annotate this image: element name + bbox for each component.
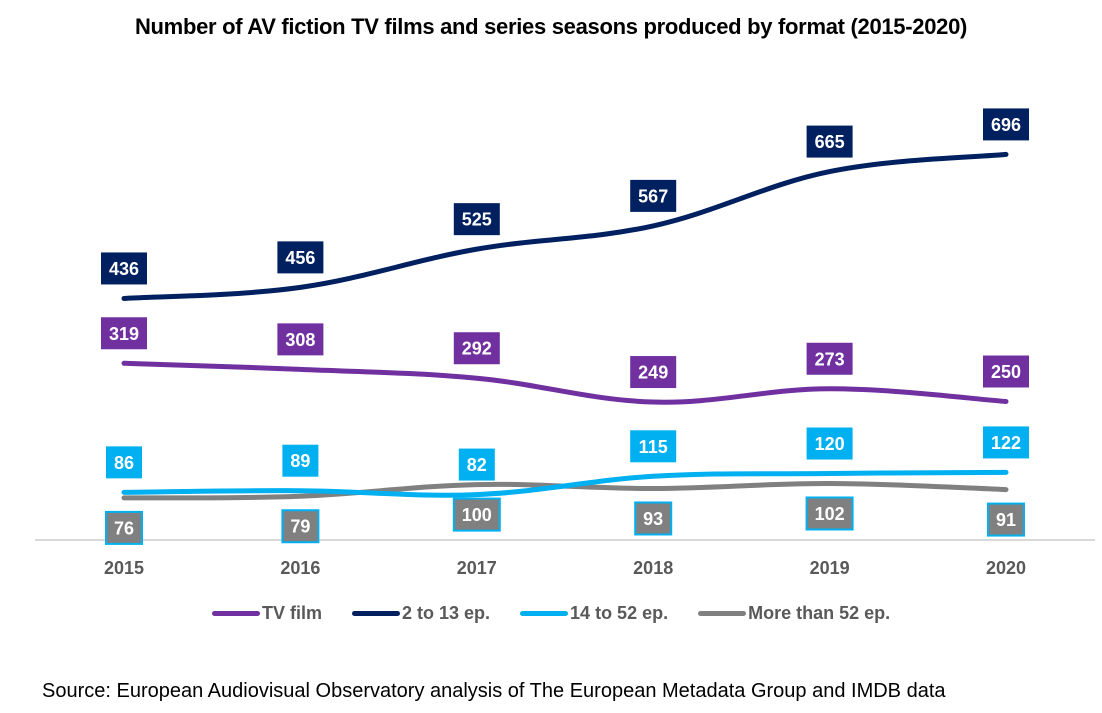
data-label-box <box>630 356 677 389</box>
data-label-text: 79 <box>290 517 310 537</box>
data-label-text: 91 <box>996 510 1016 530</box>
data-label: 319 <box>101 317 147 350</box>
data-label-box <box>805 496 854 531</box>
data-label-box <box>630 179 677 212</box>
data-label: 696 <box>983 108 1029 141</box>
data-label: 82 <box>458 448 495 481</box>
data-label: 93 <box>634 501 673 536</box>
data-label-box <box>106 446 142 479</box>
data-label-box <box>453 203 500 236</box>
data-label: 292 <box>453 332 500 365</box>
data-label-text: 249 <box>638 363 668 383</box>
legend: TV film 2 to 13 ep. 14 to 52 ep. More than … <box>212 603 920 624</box>
data-label-box <box>277 241 324 274</box>
data-label-box <box>630 430 677 463</box>
data-label-box <box>101 317 147 350</box>
legend-swatch <box>520 611 569 616</box>
data-label-text: 525 <box>462 210 492 230</box>
data-label: 79 <box>281 509 320 544</box>
data-label: 86 <box>106 446 142 479</box>
x-tick-label: 2019 <box>810 558 850 578</box>
data-label-text: 115 <box>639 437 668 457</box>
data-label-text: 86 <box>114 453 134 473</box>
legend-label: 14 to 52 ep. <box>570 603 669 623</box>
data-label: 91 <box>987 502 1025 537</box>
data-label-box <box>281 509 320 544</box>
x-tick-label: 2018 <box>633 558 673 578</box>
data-label-box <box>983 426 1029 459</box>
legend-label: TV film <box>262 603 323 623</box>
data-label-text: 665 <box>815 132 845 152</box>
legend-swatch <box>212 611 260 616</box>
data-label-text: 89 <box>290 451 310 471</box>
data-label-box <box>282 444 319 477</box>
data-label-box <box>983 355 1029 388</box>
legend-item: 2 to 13 ep. <box>352 603 490 624</box>
line-chart: 319 308 292 249 273 250 436 456 525 567 665 696 86 89… <box>35 108 1095 578</box>
x-tick-label: 2020 <box>986 558 1026 578</box>
data-label-text: 456 <box>285 248 315 268</box>
data-label-text: 76 <box>114 518 134 538</box>
x-tick-label: 2015 <box>104 558 144 578</box>
data-label-box <box>453 332 500 365</box>
data-label: 567 <box>630 179 677 212</box>
data-label: 122 <box>983 426 1029 459</box>
series-line-14-to-52-ep <box>121 469 1009 498</box>
data-label-box <box>806 125 853 158</box>
x-tick-label: 2017 <box>457 558 497 578</box>
data-label-text: 120 <box>815 434 845 454</box>
data-label-text: 82 <box>467 455 487 475</box>
data-label-box <box>452 497 501 532</box>
data-label: 665 <box>806 125 853 158</box>
legend-item: TV film <box>212 603 322 624</box>
data-label-text: 122 <box>991 433 1021 453</box>
data-label-text: 319 <box>109 324 139 344</box>
data-label-text: 100 <box>462 505 492 525</box>
data-label: 456 <box>277 241 324 274</box>
data-label-box <box>105 510 143 545</box>
series-line-tv-film <box>121 360 1009 405</box>
data-label-box <box>634 501 673 536</box>
data-label-box <box>806 342 853 375</box>
legend-item: 14 to 52 ep. <box>520 603 668 624</box>
data-label: 436 <box>101 252 147 285</box>
data-label: 308 <box>277 323 324 356</box>
data-label-box <box>806 427 853 460</box>
data-label-text: 102 <box>815 504 845 524</box>
data-label-text: 436 <box>109 259 139 279</box>
data-label: 76 <box>105 510 143 545</box>
data-label: 102 <box>805 496 854 531</box>
data-label-text: 292 <box>462 339 492 359</box>
data-label-box <box>101 252 147 285</box>
data-label: 115 <box>630 430 677 463</box>
data-label-box <box>983 108 1029 141</box>
data-label: 89 <box>282 444 319 477</box>
series-line-2-to-13-ep <box>121 151 1009 301</box>
data-label: 273 <box>806 342 853 375</box>
data-label-box <box>987 502 1025 537</box>
data-label: 250 <box>983 355 1029 388</box>
x-tick-label: 2016 <box>280 558 320 578</box>
legend-swatch <box>698 611 747 616</box>
data-label-text: 308 <box>285 330 315 350</box>
chart-title: Number of AV fiction TV films and series… <box>134 14 968 39</box>
data-label: 525 <box>453 203 500 236</box>
data-label-text: 273 <box>815 349 845 369</box>
data-label-box <box>458 448 495 481</box>
data-label-text: 93 <box>643 509 663 529</box>
data-label-text: 696 <box>991 115 1021 135</box>
data-label: 100 <box>452 497 501 532</box>
data-label-text: 250 <box>991 362 1021 382</box>
data-label: 249 <box>630 356 677 389</box>
legend-item: More than 52 ep. <box>698 603 890 624</box>
data-label-text: 567 <box>638 186 668 206</box>
data-label: 120 <box>806 427 853 460</box>
legend-label: 2 to 13 ep. <box>402 603 491 623</box>
source-note: Source: European Audiovisual Observatory… <box>42 680 946 702</box>
data-label-box <box>277 323 324 356</box>
legend-swatch <box>352 611 401 616</box>
legend-label: More than 52 ep. <box>748 603 891 623</box>
